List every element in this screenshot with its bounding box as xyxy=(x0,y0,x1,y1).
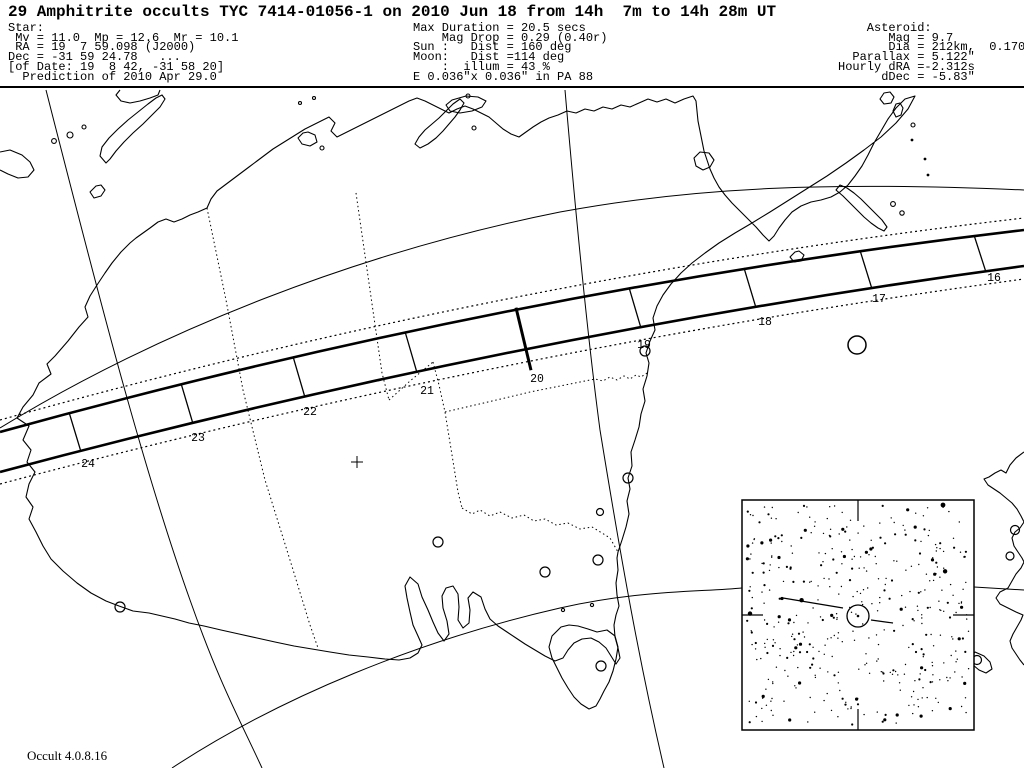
minute-label-18: 18 xyxy=(758,316,772,329)
tasmania-coastline xyxy=(548,602,619,710)
minute-tick-24 xyxy=(68,412,82,452)
bright-star-dot xyxy=(940,502,946,508)
minute-tick-18 xyxy=(743,267,757,308)
asteroid-info-block: Asteroid: Mag = 9.7 Dia = 212km, 0.170" … xyxy=(838,21,1024,84)
plus-marker xyxy=(351,456,363,468)
minute-label-21: 21 xyxy=(420,385,434,398)
minute-label-20: 20 xyxy=(530,373,544,386)
star-info-block: Star: Mv = 11.0 Mp = 12.6 Mr = 10.1 RA =… xyxy=(8,21,239,84)
version-label: Occult 4.0.8.16 xyxy=(27,748,108,763)
minute-tick-19 xyxy=(628,287,642,329)
graticule-lines xyxy=(0,89,1024,768)
minute-tick-20 xyxy=(514,307,533,371)
star-chart-inset xyxy=(741,499,975,731)
target-star-circle xyxy=(846,604,870,628)
minute-tick-23 xyxy=(180,383,194,424)
track-minute-ticks xyxy=(68,234,987,452)
track-sigma-south xyxy=(0,278,1024,485)
star-field-dots xyxy=(745,504,970,726)
new-caledonia-vanuatu-islands xyxy=(835,91,930,232)
ocean-reference-circle xyxy=(847,335,867,355)
minute-tick-22 xyxy=(292,356,306,398)
header-divider xyxy=(0,86,1024,88)
minute-tick-21 xyxy=(404,331,418,373)
minute-label-24: 24 xyxy=(81,458,95,471)
minute-tick-17 xyxy=(859,250,873,290)
indonesia-islands xyxy=(0,89,487,199)
track-north-limit xyxy=(0,228,1024,434)
site-markers xyxy=(114,345,1021,672)
track-sigma-north xyxy=(0,217,1024,421)
state-borders xyxy=(206,192,648,649)
minute-tick-16 xyxy=(973,234,987,273)
asteroid-path-dashes xyxy=(782,597,894,624)
minute-label-17: 17 xyxy=(872,293,886,306)
chart-midpoint-ticks xyxy=(742,500,974,730)
page-title: 29 Amphitrite occults TYC 7414-01056-1 o… xyxy=(8,3,777,21)
track-south-limit xyxy=(0,264,1024,474)
minute-label-23: 23 xyxy=(191,432,205,445)
event-info-block: Max Duration = 20.5 secs Mag Drop = 0.29… xyxy=(413,21,608,84)
minute-label-16: 16 xyxy=(987,272,1001,285)
minute-label-22: 22 xyxy=(303,406,317,419)
target-star-dot xyxy=(856,614,860,618)
new-zealand-coastline xyxy=(969,451,1024,674)
